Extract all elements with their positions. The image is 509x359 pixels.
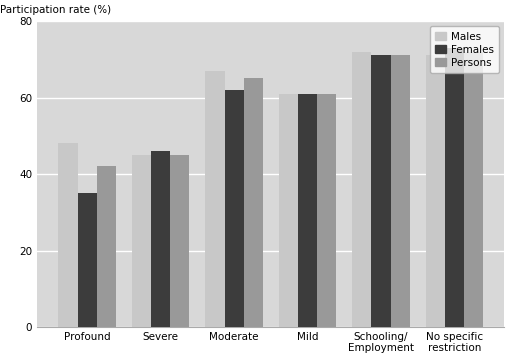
- Bar: [390, 56, 409, 327]
- Bar: [463, 52, 482, 327]
- Bar: [132, 155, 151, 327]
- Bar: [444, 48, 463, 327]
- Bar: [425, 56, 444, 327]
- Bar: [371, 56, 390, 327]
- Bar: [170, 155, 189, 327]
- Legend: Males, Females, Persons: Males, Females, Persons: [430, 26, 498, 73]
- Bar: [352, 52, 371, 327]
- Bar: [224, 90, 243, 327]
- Bar: [59, 144, 77, 327]
- Bar: [297, 94, 317, 327]
- Text: Participation rate (%): Participation rate (%): [0, 5, 110, 15]
- Bar: [278, 94, 297, 327]
- Bar: [205, 71, 224, 327]
- Bar: [317, 94, 335, 327]
- Bar: [96, 166, 116, 327]
- Bar: [151, 151, 170, 327]
- Bar: [243, 78, 262, 327]
- Bar: [77, 193, 96, 327]
